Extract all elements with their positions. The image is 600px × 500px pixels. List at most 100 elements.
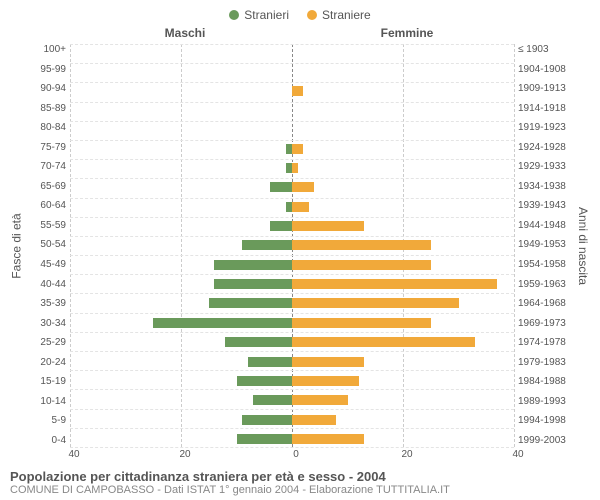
y-ticks-age: 100+95-9990-9485-8980-8475-7970-7465-696… [24,44,70,447]
bar-row [70,180,514,194]
ytick-birth: 1904-1908 [518,65,576,75]
bar-male [237,376,293,386]
bar-female [292,376,359,386]
bar-female [292,221,364,231]
ytick-age: 85-89 [24,104,66,114]
bar-female [292,318,431,328]
ytick-age: 0-4 [24,436,66,446]
bar-male [225,337,292,347]
bar-female [292,86,303,96]
ytick-age: 80-84 [24,123,66,133]
bar-rows [70,44,514,447]
ytick-birth: 1934-1938 [518,182,576,192]
ytick-birth: 1959-1963 [518,280,576,290]
bar-female [292,415,336,425]
x-axis: 402002040 [74,449,518,463]
ytick-age: 25-29 [24,338,66,348]
ytick-age: 55-59 [24,221,66,231]
xtick: 40 [512,449,523,460]
ytick-age: 100+ [24,45,66,55]
bar-male [270,221,292,231]
ytick-age: 50-54 [24,240,66,250]
chart-subtitle: COMUNE DI CAMPOBASSO - Dati ISTAT 1° gen… [10,484,590,496]
ytick-birth: 1944-1948 [518,221,576,231]
bar-row [70,238,514,252]
header-female: Femmine [296,26,518,40]
ytick-age: 45-49 [24,260,66,270]
ytick-age: 40-44 [24,280,66,290]
bar-row [70,219,514,233]
ytick-birth: 1939-1943 [518,201,576,211]
bar-female [292,357,364,367]
column-headers: Maschi Femmine [74,26,518,42]
ytick-birth: 1929-1933 [518,162,576,172]
y-axis-label-left: Fasce di età [10,44,24,447]
bar-male [237,434,293,444]
bar-row [70,277,514,291]
legend-item-male: Stranieri [229,8,289,22]
ytick-age: 35-39 [24,299,66,309]
ytick-age: 70-74 [24,162,66,172]
bar-row [70,413,514,427]
bar-row [70,142,514,156]
ytick-birth: 1914-1918 [518,104,576,114]
bar-row [70,103,514,117]
bar-row [70,432,514,446]
y-axis-label-right: Anni di nascita [576,44,590,447]
bar-male [253,395,292,405]
xtick: 20 [401,449,412,460]
legend-swatch-female [307,10,317,20]
chart-footer: Popolazione per cittadinanza straniera p… [10,463,590,500]
bar-female [292,279,497,289]
ytick-age: 60-64 [24,201,66,211]
bar-row [70,335,514,349]
bar-male [214,279,292,289]
ytick-birth: 1989-1993 [518,397,576,407]
bar-female [292,434,364,444]
bar-row [70,161,514,175]
bar-row [70,45,514,59]
ytick-birth: 1954-1958 [518,260,576,270]
bar-male [153,318,292,328]
gridline-horizontal [70,447,514,448]
plot-area: Fasce di età 100+95-9990-9485-8980-8475-… [10,44,590,447]
bar-row [70,258,514,272]
ytick-birth: 1919-1923 [518,123,576,133]
ytick-birth: ≤ 1903 [518,45,576,55]
ytick-birth: 1984-1988 [518,377,576,387]
bar-female [292,144,303,154]
xtick: 20 [179,449,190,460]
bar-row [70,374,514,388]
bar-male [270,182,292,192]
y-ticks-birth: ≤ 19031904-19081909-19131914-19181919-19… [514,44,576,447]
bar-row [70,84,514,98]
ytick-birth: 1924-1928 [518,143,576,153]
bar-male [209,298,292,308]
bar-male [242,240,292,250]
bar-row [70,200,514,214]
ytick-birth: 1974-1978 [518,338,576,348]
ytick-age: 30-34 [24,319,66,329]
ytick-birth: 1949-1953 [518,240,576,250]
ytick-birth: 1964-1968 [518,299,576,309]
legend-item-female: Straniere [307,8,371,22]
bars-area [70,44,514,447]
xtick: 0 [293,449,299,460]
legend-swatch-male [229,10,239,20]
bar-female [292,395,348,405]
bar-male [214,260,292,270]
population-pyramid-chart: Stranieri Straniere Maschi Femmine Fasce… [0,0,600,500]
ytick-birth: 1969-1973 [518,319,576,329]
bar-row [70,64,514,78]
bar-row [70,355,514,369]
bar-female [292,260,431,270]
ytick-age: 20-24 [24,358,66,368]
ytick-birth: 1999-2003 [518,436,576,446]
ytick-age: 90-94 [24,84,66,94]
xtick: 40 [68,449,79,460]
bar-row [70,393,514,407]
header-male: Maschi [74,26,296,40]
bar-female [292,182,314,192]
ytick-birth: 1979-1983 [518,358,576,368]
bar-female [292,202,309,212]
